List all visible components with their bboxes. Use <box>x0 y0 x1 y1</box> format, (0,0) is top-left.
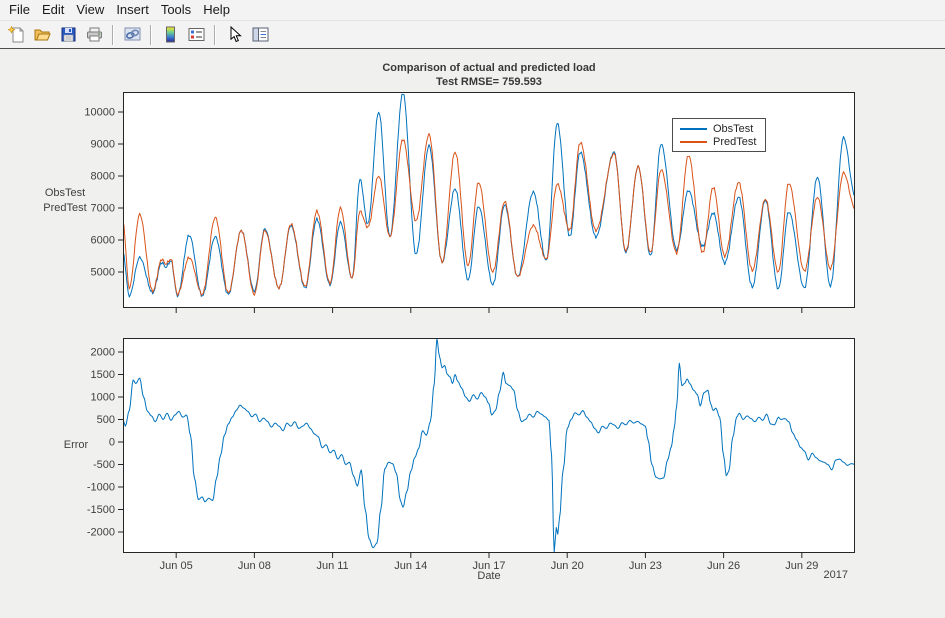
svg-text:Jun 11: Jun 11 <box>316 560 348 572</box>
new-figure-button[interactable] <box>4 24 28 46</box>
error-chart-ylabel: Error <box>63 439 89 451</box>
menu-item-edit[interactable]: Edit <box>41 2 65 17</box>
chart-subtitle-rmse: Test RMSE= 759.593 <box>436 76 542 88</box>
insert-legend-button[interactable] <box>184 24 208 46</box>
svg-text:1000: 1000 <box>91 391 115 403</box>
top-chart-ylabel: ObsTest PredTest <box>43 187 87 214</box>
save-floppy-icon <box>61 27 75 42</box>
printer-icon <box>86 27 102 42</box>
legend-entry-predtest: PredTest <box>680 135 756 148</box>
chart-legend: ObsTest PredTest <box>672 118 767 152</box>
colorbar-icon <box>165 26 175 43</box>
toolbar-separator <box>112 24 114 45</box>
svg-text:6000: 6000 <box>91 235 115 247</box>
link-chain-icon <box>124 27 140 41</box>
svg-text:0: 0 <box>109 436 115 448</box>
error-chart: -2000 -1500 -1000 -500 0 500 1000 1500 2000 Jun 0… <box>87 338 855 572</box>
open-file-button[interactable] <box>30 24 54 46</box>
svg-text:500: 500 <box>97 414 115 426</box>
menu-bar: File Edit View Insert Tools Help <box>0 0 945 21</box>
save-figure-button[interactable] <box>56 24 80 46</box>
toolbar-separator <box>214 24 216 45</box>
obstest-line-swatch <box>680 127 707 130</box>
svg-text:1500: 1500 <box>91 369 115 381</box>
menu-item-file[interactable]: File <box>9 2 30 17</box>
svg-text:Jun 17: Jun 17 <box>472 560 505 572</box>
svg-text:-1500: -1500 <box>87 504 115 516</box>
svg-text:-500: -500 <box>93 459 115 471</box>
svg-text:Jun 20: Jun 20 <box>551 560 584 572</box>
edit-plot-button[interactable] <box>222 24 246 46</box>
property-inspector-button[interactable] <box>248 24 272 46</box>
svg-text:Jun 08: Jun 08 <box>238 560 271 572</box>
svg-text:9000: 9000 <box>91 139 115 151</box>
figure-toolbar <box>0 21 945 49</box>
svg-text:2000: 2000 <box>91 346 115 358</box>
svg-text:Jun 14: Jun 14 <box>394 560 427 572</box>
legend-icon <box>188 28 204 41</box>
menu-item-tools[interactable]: Tools <box>160 2 192 17</box>
svg-text:5000: 5000 <box>91 267 115 279</box>
property-inspector-icon <box>252 27 268 42</box>
x-axis-label: Date <box>477 570 501 582</box>
menu-item-help[interactable]: Help <box>203 2 230 17</box>
toolbar-separator <box>150 24 152 45</box>
legend-entry-obstest: ObsTest <box>680 122 756 135</box>
new-document-icon <box>7 26 23 43</box>
predtest-line-swatch <box>680 140 707 143</box>
insert-colorbar-button[interactable] <box>158 24 182 46</box>
svg-text:10000: 10000 <box>84 107 115 119</box>
svg-text:Jun 26: Jun 26 <box>707 560 740 572</box>
svg-text:Jun 23: Jun 23 <box>629 560 662 572</box>
menu-item-insert[interactable]: Insert <box>116 2 149 17</box>
svg-text:8000: 8000 <box>91 171 115 183</box>
svg-text:-1000: -1000 <box>87 481 115 493</box>
svg-text:7000: 7000 <box>91 203 115 215</box>
link-plot-button[interactable] <box>120 24 144 46</box>
x-axis-year-label: 2017 <box>823 569 848 581</box>
print-figure-button[interactable] <box>82 24 106 46</box>
chart-title-block: Comparison of actual and predicted load … <box>123 61 855 89</box>
svg-text:-2000: -2000 <box>87 526 115 538</box>
svg-text:Jun 05: Jun 05 <box>160 560 193 572</box>
menu-item-view[interactable]: View <box>76 2 105 17</box>
svg-text:Jun 29: Jun 29 <box>785 560 818 572</box>
cursor-arrow-icon <box>230 26 242 43</box>
chart-title: Comparison of actual and predicted load <box>382 62 596 74</box>
open-folder-icon <box>34 29 51 41</box>
